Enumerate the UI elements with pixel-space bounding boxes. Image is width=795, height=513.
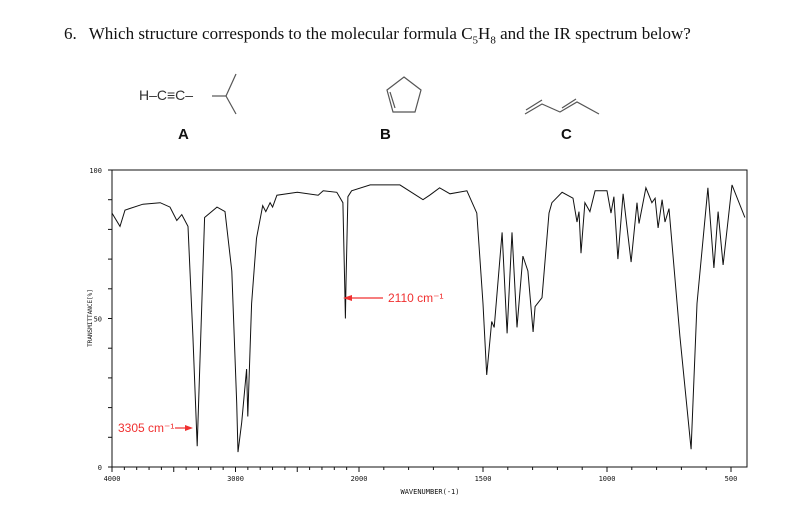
spectrum-line: [111, 184, 746, 453]
x-tick-label: 1500: [475, 475, 492, 483]
y-tick-label: 100: [89, 167, 102, 175]
question-text: 6. Which structure corresponds to the mol…: [64, 24, 691, 47]
x-tick-label: 2000: [351, 475, 368, 483]
structure-c-pentadiene: [524, 98, 600, 115]
structure-label-b: B: [380, 126, 391, 143]
structures-drawing: [212, 73, 600, 115]
structure-label-c: C: [561, 126, 572, 143]
annotation-3305-label: 3305 cm⁻¹: [118, 421, 174, 435]
structure-a-isopropyl: [212, 73, 237, 115]
question-number: 6.: [64, 24, 77, 43]
y-axis-label: TRANSMITTANCE[%]: [87, 289, 94, 347]
x-tick-label: 500: [725, 475, 738, 483]
x-tick-label: 3000: [227, 475, 244, 483]
annotation-2110-label: 2110 cm⁻¹: [388, 291, 443, 305]
plot-frame: [111, 169, 748, 468]
arrow-right-icon: [185, 425, 193, 431]
annotation-3305: 3305 cm⁻¹: [118, 421, 193, 435]
y-tick-label: 0: [98, 464, 102, 472]
arrow-left-icon: [343, 295, 352, 301]
x-tick-label: 4000: [104, 475, 121, 483]
x-axis-label: WAVENUMBER(-1): [400, 488, 459, 496]
y-tick-label: 50: [94, 316, 102, 324]
structure-a-formula: H–C≡C–: [139, 87, 194, 103]
annotation-2110: 2110 cm⁻¹: [343, 291, 443, 305]
structure-label-a: A: [178, 126, 189, 143]
structure-b-cyclopentene: [386, 76, 422, 113]
x-tick-label: 1000: [599, 475, 616, 483]
